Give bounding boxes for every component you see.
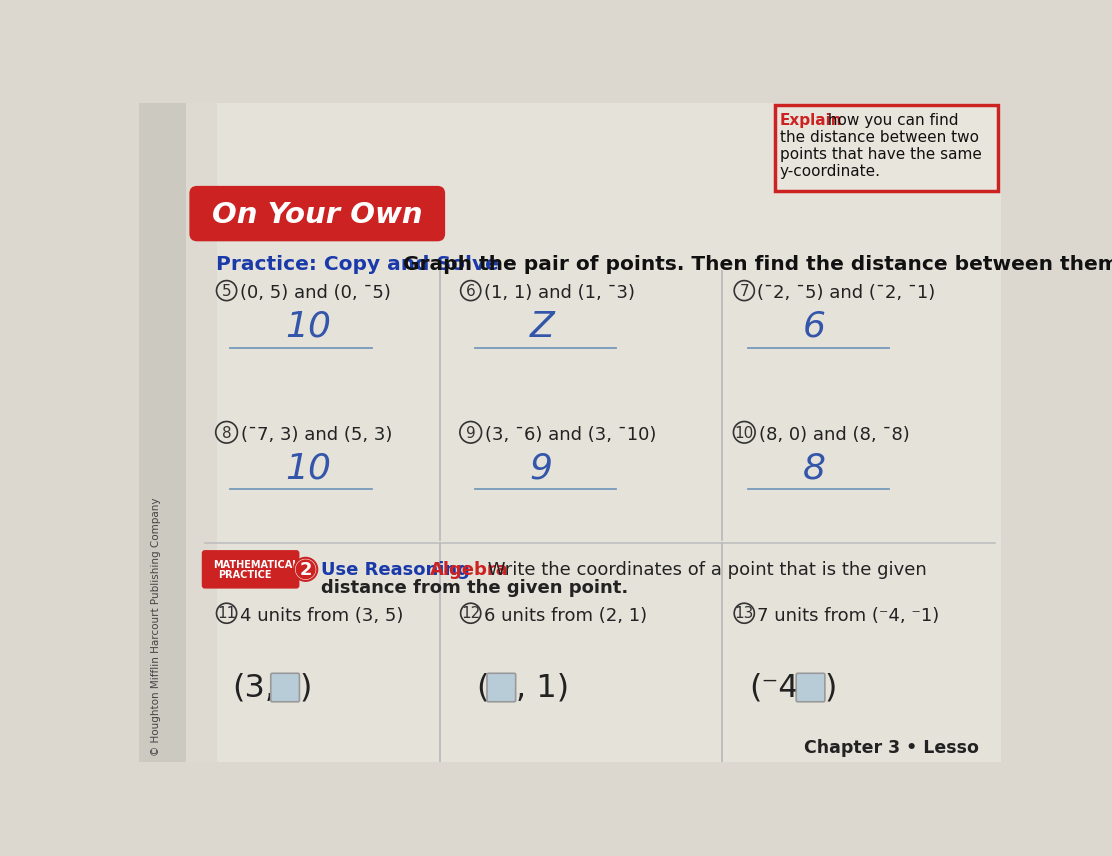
Circle shape (296, 559, 316, 580)
Text: 8: 8 (221, 425, 231, 441)
Text: 6: 6 (466, 284, 476, 299)
Text: Graph the pair of points. Then find the distance between them.: Graph the pair of points. Then find the … (396, 255, 1112, 274)
Text: 7: 7 (739, 284, 749, 299)
Text: how you can find: how you can find (823, 113, 959, 128)
Text: 9: 9 (529, 451, 553, 485)
Text: 4 units from (3, 5): 4 units from (3, 5) (240, 607, 404, 625)
Text: Z: Z (529, 310, 555, 344)
Text: 12: 12 (461, 607, 480, 621)
FancyBboxPatch shape (189, 186, 445, 241)
Text: , 1): , 1) (516, 673, 568, 704)
Text: 10: 10 (286, 310, 331, 344)
Text: points that have the same: points that have the same (780, 146, 982, 162)
Text: 7 units from (⁻4, ⁻1): 7 units from (⁻4, ⁻1) (757, 607, 940, 625)
Text: 13: 13 (735, 607, 754, 621)
FancyBboxPatch shape (796, 674, 825, 702)
Text: ): ) (825, 673, 837, 704)
Text: Explain: Explain (780, 113, 843, 128)
Text: On Your Own: On Your Own (212, 201, 423, 229)
Text: ): ) (299, 673, 311, 704)
Text: (¯7, 3) and (5, 3): (¯7, 3) and (5, 3) (241, 426, 393, 444)
Text: (0, 5) and (0, ¯5): (0, 5) and (0, ¯5) (240, 284, 390, 302)
Text: y-coordinate.: y-coordinate. (780, 163, 881, 179)
Text: 6: 6 (803, 310, 826, 344)
Text: Chapter 3 • Lesso: Chapter 3 • Lesso (804, 739, 979, 757)
Circle shape (294, 558, 317, 581)
Text: 11: 11 (217, 607, 236, 621)
FancyBboxPatch shape (774, 105, 997, 191)
Text: (: ( (476, 673, 488, 704)
Text: Algebra: Algebra (429, 561, 508, 579)
FancyBboxPatch shape (201, 550, 299, 589)
Text: 9: 9 (466, 425, 476, 441)
Text: (3,: (3, (232, 673, 275, 704)
Text: (8, 0) and (8, ¯8): (8, 0) and (8, ¯8) (759, 426, 910, 444)
Text: (3, ¯6) and (3, ¯10): (3, ¯6) and (3, ¯10) (486, 426, 657, 444)
Text: distance from the given point.: distance from the given point. (321, 580, 628, 597)
Text: 10: 10 (286, 451, 331, 485)
FancyBboxPatch shape (270, 674, 299, 702)
Text: (⁻4,: (⁻4, (749, 673, 810, 704)
Text: (1, 1) and (1, ¯3): (1, 1) and (1, ¯3) (484, 284, 635, 302)
Text: Use Reasoning: Use Reasoning (321, 561, 470, 579)
Text: 8: 8 (803, 451, 826, 485)
Text: Write the coordinates of a point that is the given: Write the coordinates of a point that is… (483, 561, 927, 579)
Text: (¯2, ¯5) and (¯2, ¯1): (¯2, ¯5) and (¯2, ¯1) (757, 284, 935, 302)
Text: MATHEMATICAL: MATHEMATICAL (212, 560, 298, 570)
Text: 6 units from (2, 1): 6 units from (2, 1) (484, 607, 647, 625)
Text: 10: 10 (735, 425, 754, 441)
Text: 5: 5 (221, 284, 231, 299)
Text: PRACTICE: PRACTICE (218, 570, 271, 580)
Text: the distance between two: the distance between two (780, 129, 979, 145)
Text: 2: 2 (299, 562, 311, 580)
Text: © Houghton Mifflin Harcourt Publishing Company: © Houghton Mifflin Harcourt Publishing C… (151, 497, 161, 756)
FancyBboxPatch shape (487, 674, 516, 702)
Text: Practice: Copy and Solve: Practice: Copy and Solve (217, 255, 499, 274)
